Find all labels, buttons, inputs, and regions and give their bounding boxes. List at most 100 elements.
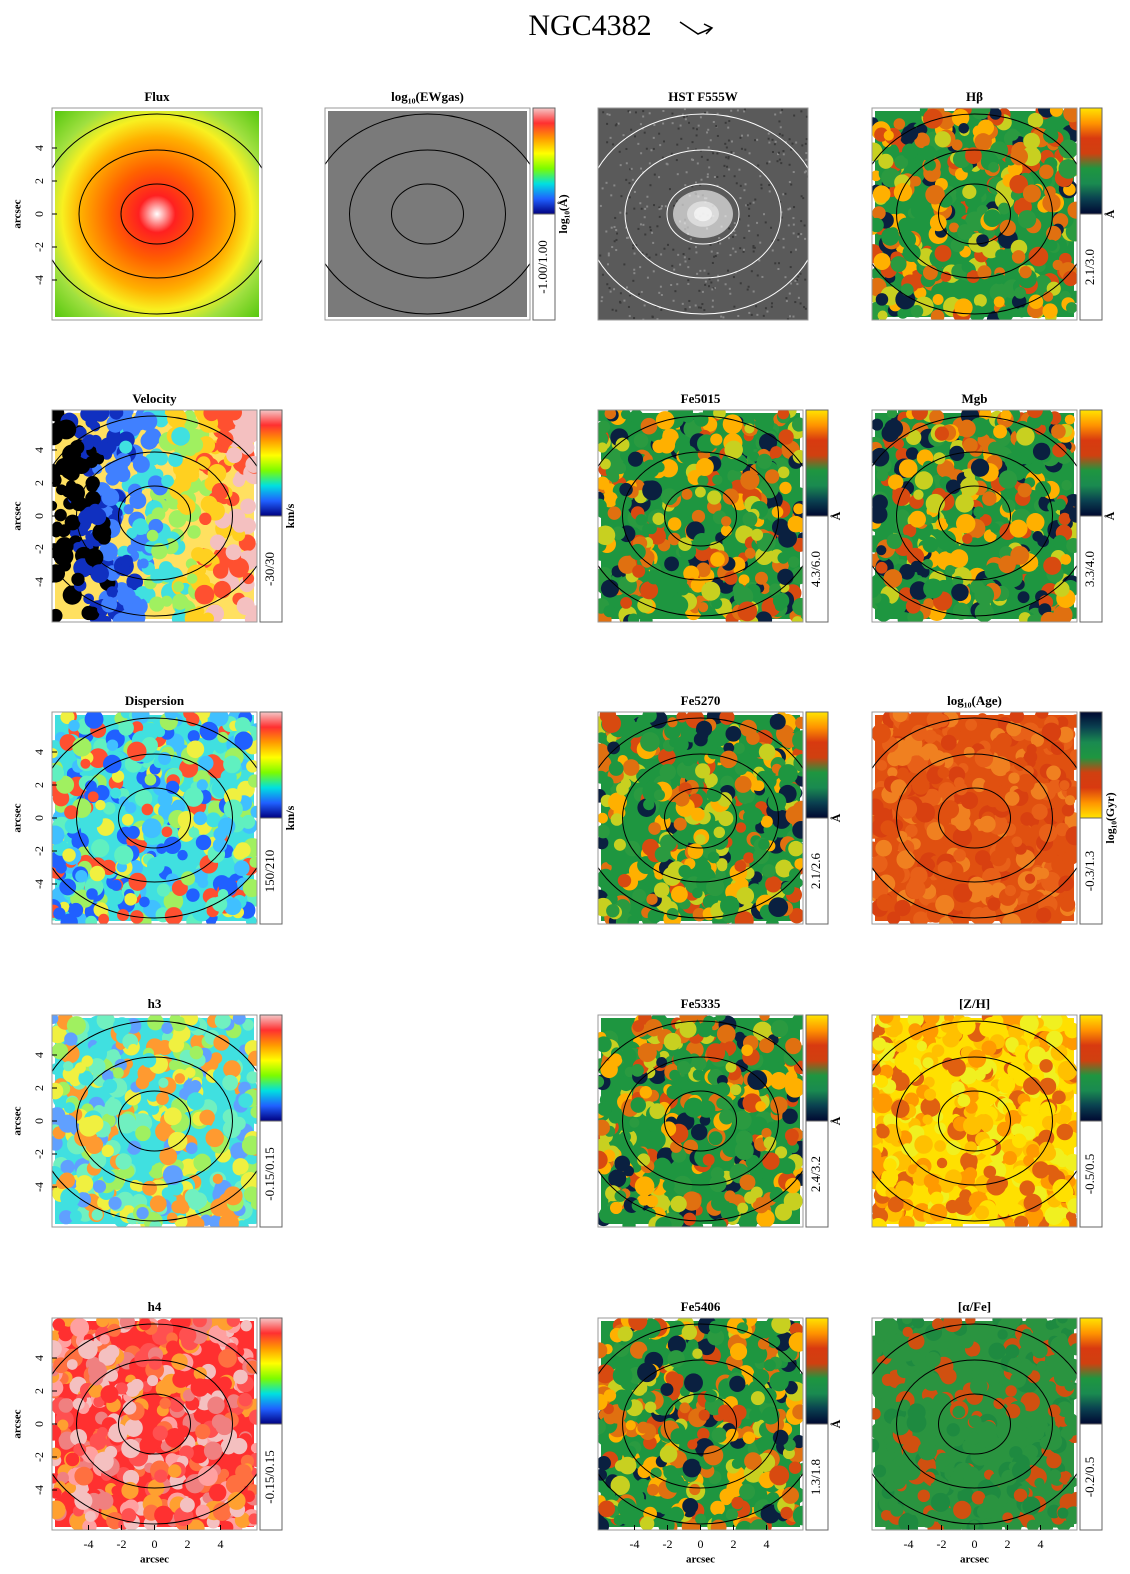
bin	[161, 1187, 174, 1200]
bin	[722, 488, 739, 505]
bin	[141, 803, 154, 816]
bin	[692, 1069, 705, 1081]
bin	[795, 716, 803, 729]
bin	[747, 1070, 768, 1090]
bin	[598, 442, 608, 453]
noise	[725, 146, 728, 149]
bin	[243, 1490, 255, 1503]
contour	[664, 787, 737, 849]
bin	[646, 1130, 666, 1150]
bin	[690, 1123, 708, 1141]
bin	[89, 421, 101, 432]
bin	[126, 544, 138, 555]
noise	[607, 263, 610, 266]
bin	[716, 1097, 729, 1110]
bin	[792, 1404, 803, 1420]
noise	[651, 316, 654, 319]
bin	[910, 305, 924, 318]
bin	[777, 410, 790, 420]
bin	[598, 1468, 607, 1481]
bin	[755, 1101, 766, 1112]
bin	[52, 1447, 62, 1460]
bin	[637, 1464, 651, 1479]
bin	[644, 1018, 663, 1037]
contour	[78, 149, 236, 279]
bin	[738, 574, 750, 586]
bin	[87, 791, 99, 803]
bin	[172, 593, 189, 610]
noise	[730, 140, 733, 143]
contour	[664, 1090, 737, 1152]
noise	[728, 168, 731, 171]
bin	[606, 904, 620, 918]
noise	[711, 305, 714, 308]
noise	[688, 306, 691, 309]
noise	[639, 223, 642, 226]
bin	[669, 1069, 681, 1081]
contour	[76, 1056, 233, 1186]
bin	[598, 1036, 612, 1053]
noise	[767, 137, 770, 140]
bin	[70, 1318, 90, 1337]
noise	[671, 112, 674, 115]
bin	[697, 1100, 716, 1118]
noise	[749, 202, 752, 205]
bin	[146, 529, 159, 542]
bin	[1028, 294, 1044, 310]
bin	[954, 298, 973, 317]
bin	[699, 1115, 711, 1126]
bin	[225, 544, 242, 561]
noise	[784, 276, 787, 279]
bin	[249, 856, 257, 868]
noise	[649, 229, 652, 232]
noise	[690, 158, 693, 161]
colorbar-unit: Å	[829, 511, 843, 520]
bin	[52, 608, 63, 622]
noise	[778, 133, 781, 136]
bin	[96, 1427, 108, 1438]
bin	[788, 1332, 803, 1352]
x-tick-label: 4	[218, 1537, 224, 1551]
noise	[708, 285, 711, 288]
bin	[601, 776, 614, 789]
noise	[771, 302, 774, 305]
noise	[712, 152, 715, 155]
noise	[615, 309, 618, 312]
bin	[75, 1175, 94, 1193]
bin	[884, 419, 904, 438]
bin	[614, 1190, 627, 1202]
noise	[729, 292, 732, 295]
bin	[195, 1504, 210, 1519]
bin	[608, 761, 624, 776]
panel-title: Fe5335	[681, 996, 721, 1011]
noise	[623, 299, 626, 302]
bin	[698, 602, 709, 613]
noise	[776, 160, 779, 163]
noise	[645, 147, 648, 150]
bin	[680, 497, 692, 509]
bin	[85, 455, 98, 469]
contour	[938, 485, 1011, 547]
noise	[724, 142, 727, 145]
bin	[226, 1394, 241, 1409]
bin	[898, 587, 914, 602]
bin	[608, 792, 627, 812]
noise	[645, 253, 648, 256]
bin	[767, 1335, 781, 1349]
y-tick-label: 0	[32, 1118, 46, 1124]
x-tick-label: 2	[185, 1537, 191, 1551]
noise	[611, 308, 614, 311]
bin	[760, 815, 773, 828]
bin	[121, 1508, 137, 1524]
bin	[135, 1076, 150, 1090]
bin	[936, 530, 957, 551]
bin	[85, 606, 100, 621]
bin	[729, 1375, 746, 1392]
bin	[1016, 427, 1035, 446]
noise	[643, 216, 646, 219]
noise	[694, 246, 697, 249]
noise	[629, 293, 632, 296]
bin	[603, 1411, 617, 1425]
noise	[619, 164, 622, 167]
bin	[744, 1452, 762, 1470]
